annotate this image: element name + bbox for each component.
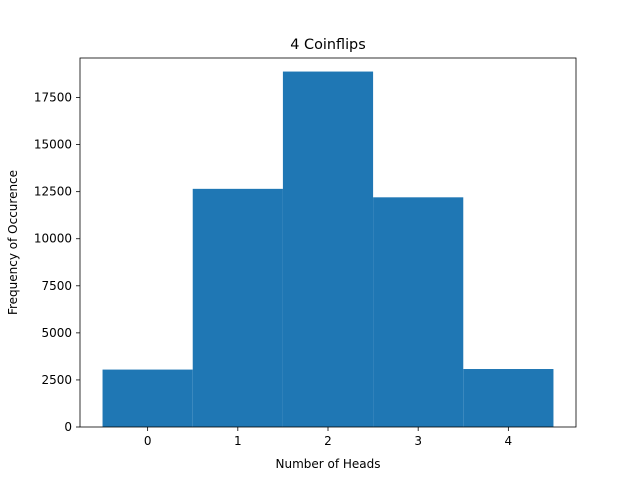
x-axis-title: Number of Heads <box>275 457 380 471</box>
y-axis-ticks: 0 2500 5000 7500 10000 12500 15000 17500 <box>34 91 80 434</box>
y-tick-label: 12500 <box>34 185 72 199</box>
y-axis-title: Frequency of Occurence <box>6 170 20 315</box>
y-tick-label: 7500 <box>41 279 72 293</box>
y-tick-label: 0 <box>64 420 72 434</box>
y-tick-label: 2500 <box>41 373 72 387</box>
bar-1 <box>192 188 283 427</box>
bar-0 <box>102 369 193 427</box>
bar-2 <box>282 71 374 427</box>
bar-3 <box>373 197 464 427</box>
y-tick-label: 15000 <box>34 138 72 152</box>
x-axis-ticks: 0 1 2 3 4 <box>144 427 512 448</box>
x-tick-label: 3 <box>414 434 422 448</box>
bar-4 <box>463 369 554 427</box>
x-tick-label: 4 <box>505 434 513 448</box>
chart-title: 4 Coinflips <box>290 37 365 53</box>
x-tick-label: 1 <box>234 434 242 448</box>
y-tick-label: 5000 <box>41 326 72 340</box>
y-tick-label: 10000 <box>34 232 72 246</box>
x-tick-label: 2 <box>324 434 332 448</box>
y-tick-label: 17500 <box>34 91 72 105</box>
bars-group <box>102 71 554 427</box>
x-tick-label: 0 <box>144 434 152 448</box>
